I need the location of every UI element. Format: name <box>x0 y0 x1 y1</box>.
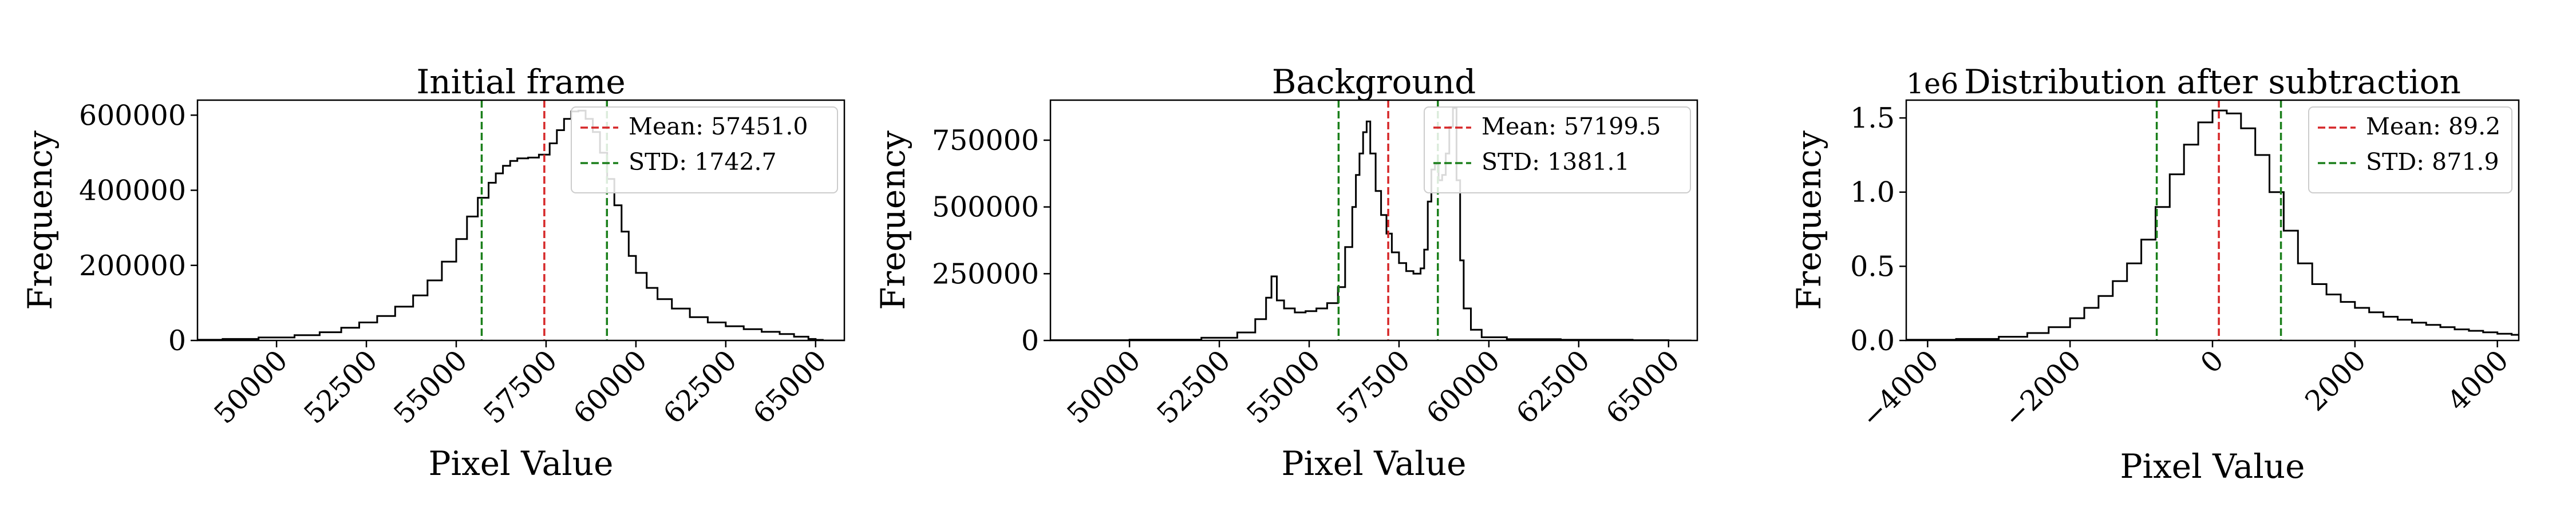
histogram-series <box>1050 107 1692 340</box>
x-tick-label: 50000 <box>208 344 294 430</box>
axes-frame <box>1049 99 1698 342</box>
y-tick-label: 200000 <box>79 249 186 282</box>
x-tick-label: 57500 <box>1330 344 1417 430</box>
x-tick-label: 60000 <box>567 344 654 430</box>
x-tick-label: −2000 <box>1997 344 2088 434</box>
legend: Mean: 57451.0 STD: 1742.7 <box>571 106 838 193</box>
x-tick-label: 62500 <box>657 344 744 430</box>
y-tick-label: 500000 <box>932 191 1039 224</box>
y-tick-label: 0 <box>168 324 186 357</box>
legend-box <box>2308 106 2512 193</box>
y-tick-label: 0 <box>1021 324 1039 357</box>
plot-area <box>1906 100 2519 340</box>
legend-entry: Mean: 57451.0 <box>629 113 808 140</box>
y-tick-label: 600000 <box>79 99 186 132</box>
x-tick-label: 60000 <box>1420 344 1507 430</box>
chart-panel-3: −4000 −2000 0 2000 4000 0.0 0.5 1.0 1.5 1e6 Distri… <box>1789 62 2520 486</box>
legend-entry: Mean: 57199.5 <box>1481 113 1661 140</box>
x-axis-label: Pixel Value <box>2120 447 2305 486</box>
x-tick-label: 0 <box>2194 344 2230 379</box>
x-tick-label: 52500 <box>1151 344 1237 430</box>
y-axis-label: Frequency <box>21 130 60 310</box>
chart-panel-1: 50000 52500 55000 57500 60000 62500 65000 0 2000… <box>21 62 846 483</box>
y-tick-label: 400000 <box>79 175 186 207</box>
legend-entry: Mean: 89.2 <box>2366 113 2500 140</box>
legend-box <box>571 106 838 193</box>
legend-entry: STD: 1742.7 <box>629 148 777 176</box>
legend-box <box>1424 106 1691 193</box>
x-tick-label: −4000 <box>1855 344 1945 434</box>
y-tick-label: 0.5 <box>1850 250 1895 283</box>
legend: Mean: 57199.5 STD: 1381.1 <box>1424 106 1691 193</box>
y-tick-label: 1.0 <box>1850 176 1895 209</box>
x-tick-label: 57500 <box>477 344 564 430</box>
axes-frame <box>196 99 846 342</box>
histogram-series <box>1906 109 2519 340</box>
chart-panel-2: 50000 52500 55000 57500 60000 62500 65000 0 2500… <box>874 62 1698 483</box>
x-tick-label: 55000 <box>388 344 474 430</box>
x-tick-label: 65000 <box>1600 344 1686 430</box>
x-tick-label: 2000 <box>2299 344 2372 417</box>
legend-entry: STD: 1381.1 <box>1481 148 1630 176</box>
y-tick-label: 1.5 <box>1850 102 1895 134</box>
y-axis-label: Frequency <box>874 130 912 310</box>
chart-title: Initial frame <box>416 62 625 101</box>
chart-title: Background <box>1272 62 1476 101</box>
x-tick-label: 62500 <box>1510 344 1597 430</box>
chart-title: Distribution after subtraction <box>1964 62 2461 101</box>
legend-entry: STD: 871.9 <box>2366 148 2499 176</box>
histogram-series <box>197 109 844 340</box>
y-tick-label: 0.0 <box>1850 324 1895 357</box>
x-axis-label: Pixel Value <box>1282 444 1467 483</box>
x-tick-label: 55000 <box>1240 344 1327 430</box>
x-axis-label: Pixel Value <box>429 444 614 483</box>
y-axis-label: Frequency <box>1789 130 1828 310</box>
x-tick-label: 4000 <box>2441 344 2515 417</box>
y-tick-label: 250000 <box>932 258 1039 290</box>
y-tick-label: 750000 <box>932 124 1039 157</box>
x-tick-label: 50000 <box>1061 344 1147 430</box>
x-tick-label: 52500 <box>298 344 384 430</box>
y-offset-label: 1e6 <box>1906 68 1958 100</box>
x-tick-label: 65000 <box>747 344 833 430</box>
legend: Mean: 89.2 STD: 871.9 <box>2308 106 2512 193</box>
